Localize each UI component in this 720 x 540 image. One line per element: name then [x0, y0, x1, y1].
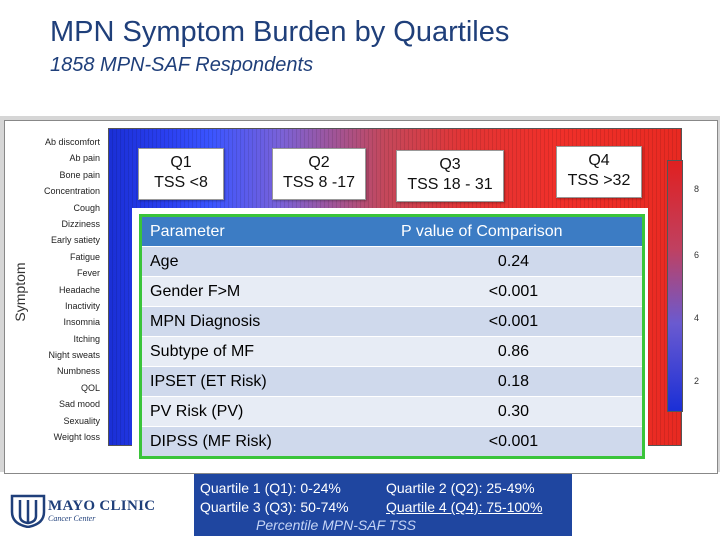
table-row: Gender F>M <0.001: [142, 276, 642, 306]
quartile-range: TSS 18 - 31: [407, 176, 493, 193]
symptom-label: Dizziness: [61, 218, 100, 229]
colorbar-tick: 6: [694, 250, 700, 260]
symptom-label: Itching: [73, 333, 100, 344]
quartile-label: Q1: [170, 154, 192, 171]
p-value-cell: 0.86: [497, 343, 530, 360]
symptom-label: Sexuality: [63, 415, 100, 426]
quartile-box-q4: Q4 TSS >32: [556, 146, 642, 198]
legend-q2: Quartile 2 (Q2): 25-49%: [386, 480, 535, 496]
quartile-range: TSS 8 -17: [282, 174, 356, 191]
table-header-row: Parameter P value of Comparison: [142, 217, 642, 246]
quartile-box-q1: Q1 TSS <8: [138, 148, 224, 200]
symptom-label: Insomnia: [63, 317, 100, 328]
logo-name: MAYO CLINIC: [48, 498, 156, 514]
parameter-cell: Gender F>M: [150, 283, 241, 300]
table-row: IPSET (ET Risk) 0.18: [142, 366, 642, 396]
p-value-cell: 0.24: [497, 253, 530, 270]
symptom-label: Ab pain: [69, 153, 100, 164]
quartile-legend: Quartile 1 (Q1): 0-24% Quartile 2 (Q2): …: [194, 474, 572, 536]
parameter-cell: DIPSS (MF Risk): [150, 433, 272, 450]
quartile-label: Q3: [439, 156, 461, 173]
p-value-cell: 0.30: [497, 403, 530, 420]
symptom-list: Ab discomfort Ab pain Bone pain Concentr…: [26, 134, 100, 445]
parameter-cell: PV Risk (PV): [150, 403, 244, 420]
table-row: DIPSS (MF Risk) <0.001: [142, 426, 642, 456]
symptom-label: Inactivity: [64, 300, 100, 311]
table-row: Subtype of MF 0.86: [142, 336, 642, 366]
parameter-cell: IPSET (ET Risk): [150, 373, 267, 390]
parameter-cell: Subtype of MF: [150, 343, 255, 360]
symptom-label: Cough: [73, 202, 100, 213]
parameter-cell: MPN Diagnosis: [150, 313, 261, 330]
column-header: P value of Comparison: [401, 223, 563, 240]
symptom-label: Ab discomfort: [44, 137, 100, 147]
symptom-label: QOL: [80, 382, 100, 393]
mayo-shield-icon: [10, 494, 46, 528]
symptom-label: Fever: [76, 268, 100, 279]
parameter-cell: Age: [150, 253, 179, 270]
p-value-table: Parameter P value of Comparison Age 0.24…: [139, 214, 645, 459]
colorbar-tick: 8: [694, 184, 700, 194]
table-row: PV Risk (PV) 0.30: [142, 396, 642, 426]
color-scale-bar: [667, 160, 683, 412]
p-value-cell: <0.001: [488, 283, 539, 300]
legend-caption: Percentile MPN-SAF TSS: [256, 517, 417, 533]
page-title: MPN Symptom Burden by Quartiles: [50, 16, 510, 48]
quartile-label: Q2: [308, 154, 330, 171]
symptom-label: Weight loss: [53, 432, 100, 443]
column-header: Parameter: [150, 223, 225, 240]
legend-q3: Quartile 3 (Q3): 50-74%: [200, 499, 349, 515]
colorbar-tick: 4: [694, 313, 700, 323]
logo-subtext: Cancer Center: [48, 514, 96, 523]
symptom-label: Numbness: [56, 366, 100, 377]
legend-q1: Quartile 1 (Q1): 0-24%: [200, 480, 341, 496]
symptom-label: Early satiety: [50, 235, 100, 246]
symptom-label: Night sweats: [48, 350, 100, 361]
symptom-label: Fatigue: [69, 251, 100, 262]
symptom-label: Concentration: [43, 186, 100, 197]
quartile-range: TSS <8: [154, 174, 208, 191]
table-row: MPN Diagnosis <0.001: [142, 306, 642, 336]
quartile-box-q2: Q2 TSS 8 -17: [272, 148, 366, 200]
quartile-range: TSS >32: [567, 172, 631, 189]
legend-q4: Quartile 4 (Q4): 75-100%: [386, 499, 543, 515]
p-value-cell: <0.001: [488, 313, 539, 330]
symptom-label: Headache: [58, 284, 100, 295]
symptom-label: Bone pain: [59, 169, 100, 180]
colorbar-tick: 2: [694, 376, 700, 386]
quartile-label: Q4: [588, 152, 610, 169]
table-row: Age 0.24: [142, 246, 642, 276]
symptom-label: Sad mood: [58, 399, 100, 410]
page-subtitle: 1858 MPN-SAF Respondents: [50, 54, 314, 76]
quartile-box-q3: Q3 TSS 18 - 31: [396, 150, 504, 202]
p-value-cell: <0.001: [488, 433, 539, 450]
p-value-cell: 0.18: [497, 373, 530, 390]
